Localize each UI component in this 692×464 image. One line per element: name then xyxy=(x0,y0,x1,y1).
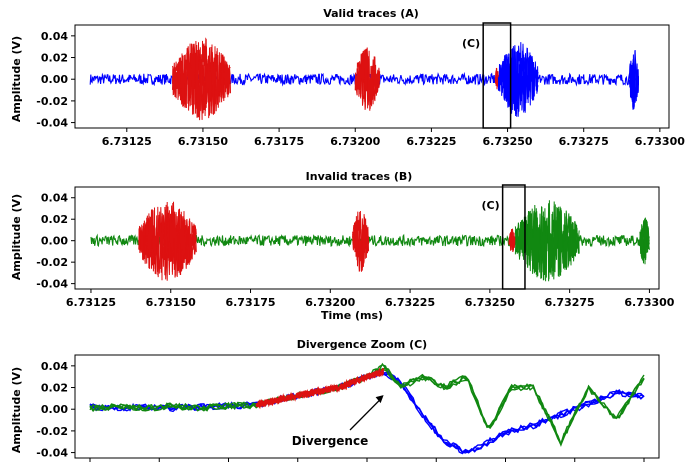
x-tick-label: 6.73125 xyxy=(102,135,152,148)
x-tick-label: 6.73150 xyxy=(178,135,228,148)
y-tick-label: 0.04 xyxy=(41,360,68,373)
y-tick-label: -0.02 xyxy=(36,425,68,438)
burst-trace xyxy=(508,228,516,252)
burst-trace xyxy=(628,59,639,110)
panel-b-ylabel: Amplitude (V) xyxy=(10,194,23,280)
panel-a-ylabel: Amplitude (V) xyxy=(10,36,23,122)
y-tick-label: -0.02 xyxy=(36,95,68,108)
panel-b-plot-frame xyxy=(74,186,660,290)
divergence-arrowhead xyxy=(375,395,384,404)
panel-divergence-zoom: Divergence Zoom (C) Amplitude (V) 0.04 0.… xyxy=(10,338,660,462)
zoom-box xyxy=(482,22,512,129)
panel-invalid-traces: Invalid traces (B) Amplitude (V) Time (m… xyxy=(10,170,675,322)
panel-a-title: Valid traces (A) xyxy=(323,7,419,20)
y-tick-label: 0.04 xyxy=(41,30,68,43)
burst-trace xyxy=(138,204,197,281)
zoom-box-label: (C) xyxy=(481,199,499,212)
x-tick-label: 6.73275 xyxy=(559,135,609,148)
y-tick-label: 0.00 xyxy=(41,73,68,86)
zoom-trace xyxy=(255,370,385,408)
divergence-arrow xyxy=(349,397,383,431)
panel-a-plot-frame xyxy=(74,24,670,129)
x-tick-label: 6.73175 xyxy=(225,296,275,309)
x-tick-label: 6.73250 xyxy=(465,296,515,309)
y-tick-label: 0.02 xyxy=(41,52,68,65)
y-tick-label: 0.04 xyxy=(41,192,68,205)
x-tick-label: 6.73225 xyxy=(406,135,456,148)
x-tick-label: 6.73225 xyxy=(385,296,435,309)
x-tick-label: 6.73275 xyxy=(545,296,595,309)
panel-b-xlabel: Time (ms) xyxy=(321,309,383,322)
burst-trace xyxy=(639,219,650,265)
y-tick-label: -0.04 xyxy=(36,117,68,130)
zoom-box-label: (C) xyxy=(462,37,480,50)
x-tick-label: 6.73150 xyxy=(146,296,196,309)
y-tick-label: -0.02 xyxy=(36,256,68,269)
panel-c-ylabel: Amplitude (V) xyxy=(10,367,23,453)
x-tick-label: 6.73125 xyxy=(66,296,116,309)
burst-trace xyxy=(172,37,231,121)
burst-trace xyxy=(354,47,381,111)
y-tick-label: -0.04 xyxy=(36,447,68,460)
x-tick-label: 6.73200 xyxy=(305,296,355,309)
burst-trace xyxy=(352,216,370,272)
panel-valid-traces: Valid traces (A) Amplitude (V) 0.04 0.02 0… xyxy=(10,7,685,148)
panel-c-title: Divergence Zoom (C) xyxy=(297,338,427,351)
panel-b-title: Invalid traces (B) xyxy=(306,170,413,183)
zoom-box xyxy=(501,184,526,290)
y-tick-label: 0.02 xyxy=(41,213,68,226)
y-tick-label: 0.02 xyxy=(41,382,68,395)
divergence-label: Divergence xyxy=(292,434,368,448)
y-tick-label: -0.04 xyxy=(36,278,68,291)
burst-trace xyxy=(497,45,539,117)
x-tick-label: 6.73300 xyxy=(635,135,685,148)
x-tick-label: 6.73200 xyxy=(330,135,380,148)
y-tick-label: 0.00 xyxy=(41,403,68,416)
panel-c-plot-frame xyxy=(74,354,660,459)
burst-trace xyxy=(497,45,539,117)
y-tick-label: 0.00 xyxy=(41,235,68,248)
burst-trace xyxy=(514,200,580,282)
x-tick-label: 6.73300 xyxy=(624,296,674,309)
x-tick-label: 6.73175 xyxy=(254,135,304,148)
x-tick-label: 6.73250 xyxy=(482,135,532,148)
